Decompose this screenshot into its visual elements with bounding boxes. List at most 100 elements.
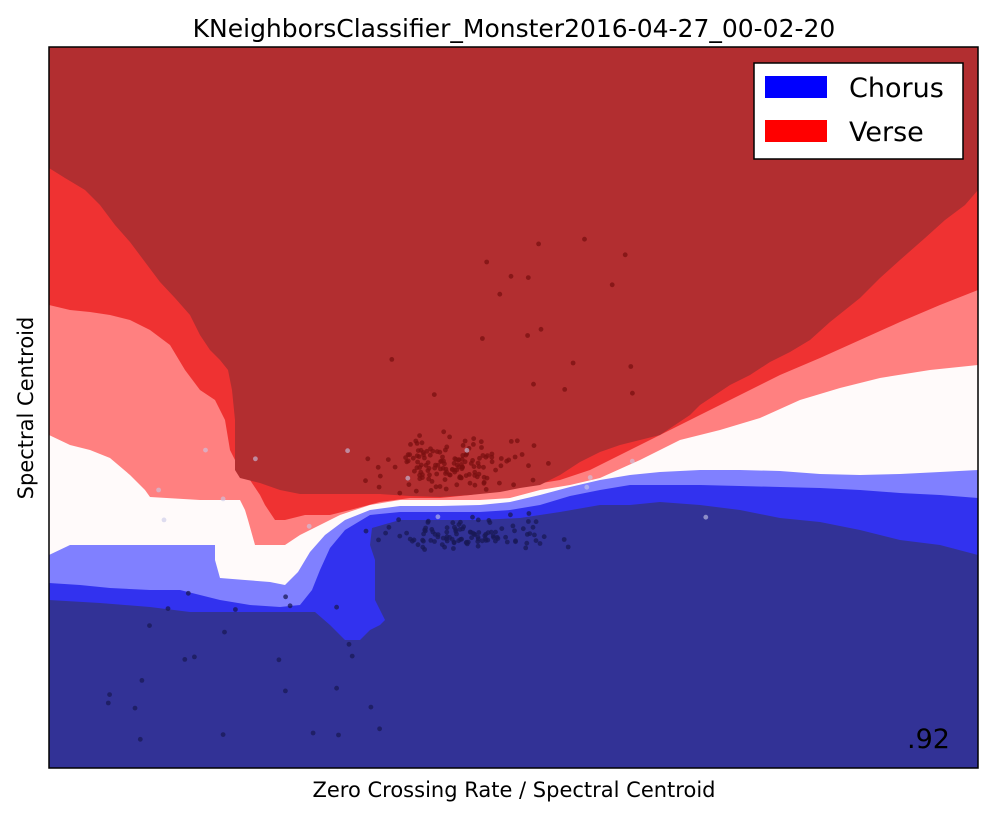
legend-swatch-verse [765,120,827,142]
scatter-point [441,429,447,435]
scatter-point [428,446,433,452]
plot-area [48,46,979,769]
scatter-point [483,487,489,492]
scatter-point [417,472,422,478]
scatter-point [531,381,536,387]
scatter-point [510,523,516,529]
scatter-point [508,512,513,518]
scatter-point [460,443,466,448]
scatter-point [385,457,391,462]
scatter-point [306,523,312,529]
scatter-point [428,488,434,493]
scatter-point [426,476,432,482]
scatter-point [432,539,437,544]
scatter-point [420,544,426,550]
x-axis-label: Zero Crossing Rate / Spectral Centroid [313,778,716,802]
scatter-point [499,526,505,531]
scatter-point [530,477,536,483]
scatter-point [253,456,258,462]
region-strong-verse [49,47,978,497]
scatter-point [440,454,445,460]
scatter-point [504,458,510,464]
scatter-point [433,462,438,468]
scatter-point [476,530,482,535]
scatter-point [469,535,474,541]
scatter-point [703,514,709,520]
scatter-point [416,454,422,459]
scatter-point [412,468,417,474]
scatter-point [520,526,526,532]
scatter-point [562,387,568,392]
scatter-point [421,538,426,544]
scatter-point [541,534,547,540]
scatter-point [283,688,288,694]
scatter-point [471,436,477,441]
scatter-point [495,536,501,541]
scatter-point [383,530,388,536]
scatter-point [489,459,495,465]
scatter-point [407,536,413,542]
scatter-point [421,531,426,537]
scatter-point [147,623,152,628]
scatter-point [423,525,428,531]
scatter-point [462,438,468,444]
scatter-point [375,464,381,470]
scatter-point [609,282,615,288]
scatter-point [450,467,455,472]
y-axis-label: Spectral Centroid [14,317,38,500]
legend-label-verse: Verse [849,117,924,148]
scatter-point [454,531,459,537]
scatter-point [435,534,441,540]
scatter-point [464,451,470,457]
scatter-point [459,457,465,462]
scatter-point [485,453,490,458]
scatter-point [519,452,525,457]
scatter-point [472,482,478,488]
scatter-point [349,653,355,659]
scatter-point [415,459,420,465]
scatter-point [537,541,543,546]
scatter-point [334,604,339,610]
scatter-point [434,471,440,477]
scatter-point [426,465,432,471]
scatter-point [287,603,293,609]
scatter-point [472,469,478,475]
scatter-point [444,538,450,544]
scatter-point [411,537,417,543]
scatter-point [363,478,368,484]
scatter-point [471,442,476,447]
scatter-point [440,535,446,541]
scatter-point [630,390,635,396]
scatter-point [475,543,481,549]
scatter-point [156,487,162,493]
scatter-point [470,514,475,520]
scatter-point [498,456,504,461]
scatter-point [434,449,440,454]
scatter-point [423,462,429,468]
scatter-point [452,524,457,530]
scatter-point [424,448,430,454]
scatter-point [451,460,457,466]
scatter-point [511,482,516,488]
scatter-point [475,539,481,544]
scatter-point [427,472,432,478]
scatter-point [447,472,452,478]
scatter-point [471,464,477,469]
legend-swatch-chorus [765,76,827,98]
scatter-point [444,525,450,531]
scatter-point [415,542,421,548]
scatter-point [377,473,383,479]
scatter-point [587,475,593,480]
plot-frame [48,46,979,769]
scatter-point [443,447,448,453]
scatter-point [425,518,431,524]
scatter-point [475,460,481,466]
scatter-point [417,433,422,438]
scatter-point [546,461,551,466]
scatter-point [336,732,341,738]
scatter-point [451,546,456,551]
scatter-point [161,517,167,523]
scatter-point [503,534,508,540]
scatter-point [392,464,398,470]
